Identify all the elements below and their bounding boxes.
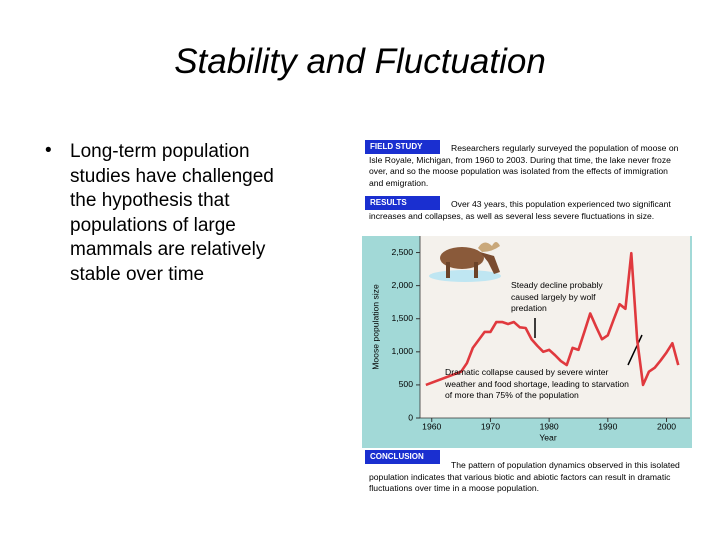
x-axis-label: Year bbox=[539, 432, 557, 442]
bullet-text: Long-term population studies have challe… bbox=[70, 141, 274, 285]
annotation-pointer bbox=[627, 334, 643, 366]
annotation: Steady decline probably caused largely b… bbox=[511, 280, 603, 313]
annotation: Dramatic collapse caused by severe winte… bbox=[445, 367, 629, 400]
y-tick-label: 1,000 bbox=[391, 346, 413, 356]
x-tick-label: 1970 bbox=[481, 421, 500, 431]
x-tick-label: 1960 bbox=[422, 421, 441, 431]
y-tick-label: 1,500 bbox=[391, 313, 413, 323]
paragraph: Researchers regularly surveyed the popul… bbox=[369, 143, 679, 188]
moose-icon bbox=[429, 242, 501, 282]
x-tick-label: 1990 bbox=[598, 421, 617, 431]
y-tick-label: 500 bbox=[399, 379, 414, 389]
y-tick-label: 2,500 bbox=[391, 247, 413, 257]
y-tick-label: 0 bbox=[408, 412, 413, 422]
section-tag: CONCLUSION bbox=[365, 450, 440, 464]
bullet: • bbox=[45, 140, 52, 161]
section-tag: RESULTS bbox=[365, 196, 440, 210]
paragraph: Over 43 years, this population experienc… bbox=[369, 199, 671, 221]
slide-title: Stability and Fluctuation bbox=[174, 42, 546, 81]
section-tag: FIELD STUDY bbox=[365, 140, 440, 154]
x-tick-label: 2000 bbox=[657, 421, 676, 431]
y-axis-label: Moose population size bbox=[370, 284, 380, 370]
data-line bbox=[425, 251, 680, 387]
paragraph: The pattern of population dynamics obser… bbox=[369, 460, 680, 493]
x-tick-label: 1980 bbox=[540, 421, 559, 431]
y-tick-label: 2,000 bbox=[391, 280, 413, 290]
